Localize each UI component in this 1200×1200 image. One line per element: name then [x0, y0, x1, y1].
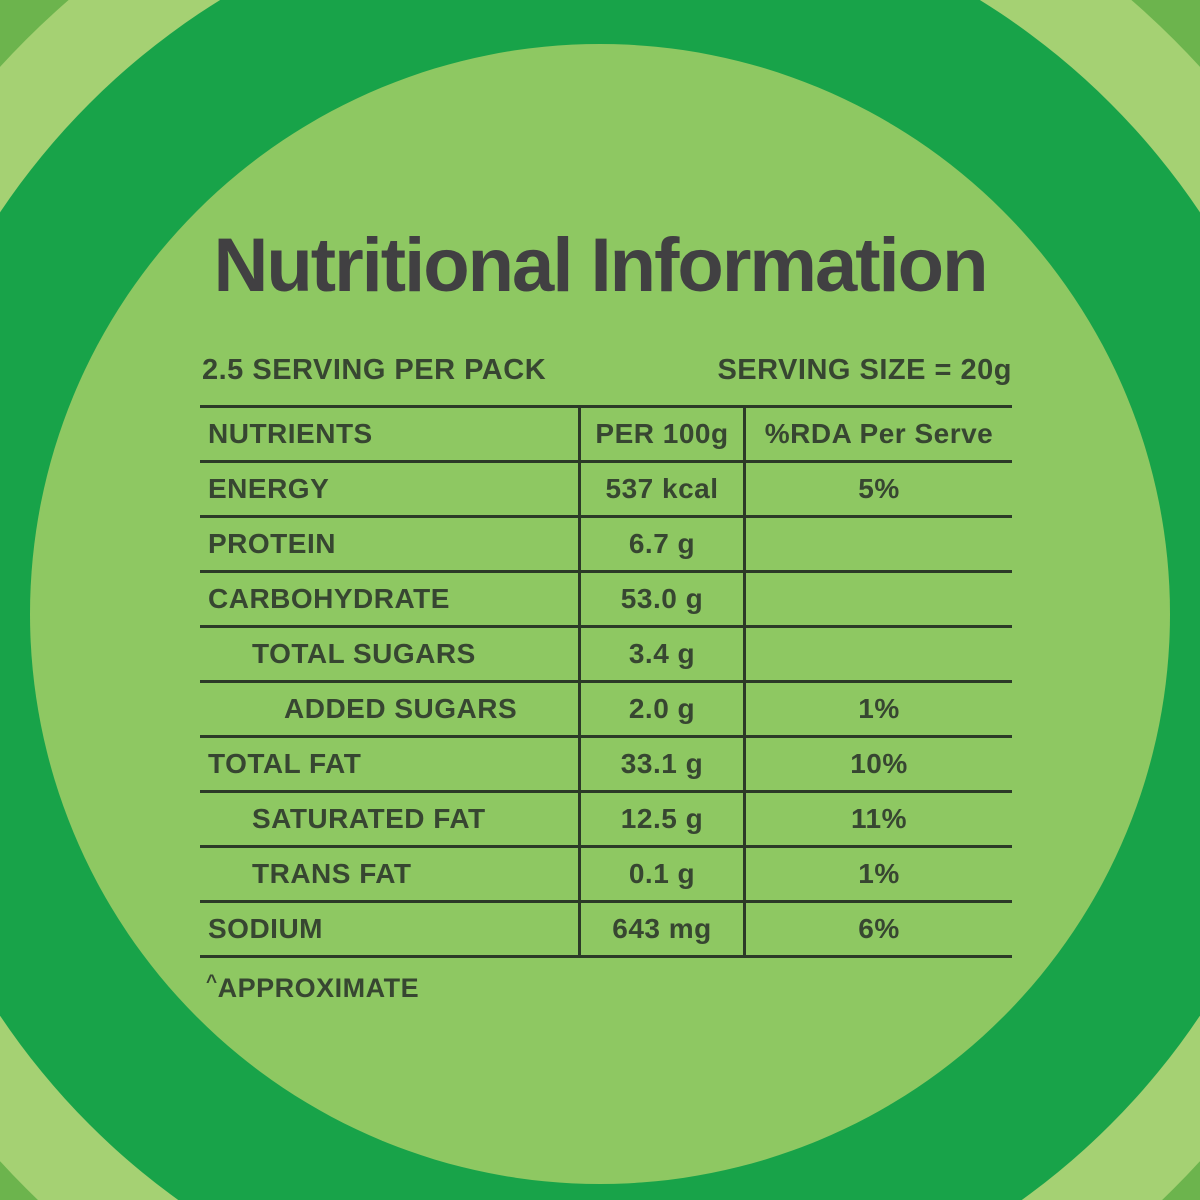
table-row-per-100g: 12.5 g: [578, 793, 746, 848]
table-row-nutrient: SATURATED FAT: [200, 793, 578, 848]
table-row-rda: [746, 518, 1012, 573]
table-row-nutrient: TRANS FAT: [200, 848, 578, 903]
serving-size: SERVING SIZE = 20g: [717, 354, 1012, 386]
caret-mark: ^: [206, 972, 218, 993]
serving-info-row: 2.5 SERVING PER PACK SERVING SIZE = 20g: [202, 354, 1012, 387]
table-row-per-100g: 53.0 g: [578, 573, 746, 628]
table-row-per-100g: 2.0 g: [578, 683, 746, 738]
table-row-nutrient: PROTEIN: [200, 518, 578, 573]
nutrition-table: NUTRIENTS PER 100g %RDA Per Serve ENERGY…: [200, 405, 1012, 958]
table-row-rda: [746, 573, 1012, 628]
servings-per-pack: 2.5 SERVING PER PACK: [202, 354, 547, 386]
inner-light-circle: [30, 44, 1170, 1184]
table-row-nutrient: ENERGY: [200, 463, 578, 518]
table-row-rda: 10%: [746, 738, 1012, 793]
header-rda: %RDA Per Serve: [746, 408, 1012, 463]
table-row-per-100g: 537 kcal: [578, 463, 746, 518]
header-nutrients: NUTRIENTS: [200, 408, 578, 463]
table-row-rda: 5%: [746, 463, 1012, 518]
table-row-nutrient: SODIUM: [200, 903, 578, 958]
table-row-rda: [746, 628, 1012, 683]
table-row-per-100g: 3.4 g: [578, 628, 746, 683]
table-row-rda: 11%: [746, 793, 1012, 848]
table-row-nutrient: TOTAL SUGARS: [200, 628, 578, 683]
table-row-per-100g: 643 mg: [578, 903, 746, 958]
table-row-rda: 6%: [746, 903, 1012, 958]
table-row-nutrient: CARBOHYDRATE: [200, 573, 578, 628]
header-per-100g: PER 100g: [578, 408, 746, 463]
table-row-per-100g: 6.7 g: [578, 518, 746, 573]
table-row-nutrient: ADDED SUGARS: [200, 683, 578, 738]
table-row-nutrient: TOTAL FAT: [200, 738, 578, 793]
approximate-footnote: ^APPROXIMATE: [206, 972, 419, 1004]
table-row-rda: 1%: [746, 683, 1012, 738]
table-row-rda: 1%: [746, 848, 1012, 903]
page-title: Nutritional Information: [213, 223, 988, 308]
approximate-text: APPROXIMATE: [217, 973, 420, 1003]
table-row-per-100g: 33.1 g: [578, 738, 746, 793]
table-row-per-100g: 0.1 g: [578, 848, 746, 903]
